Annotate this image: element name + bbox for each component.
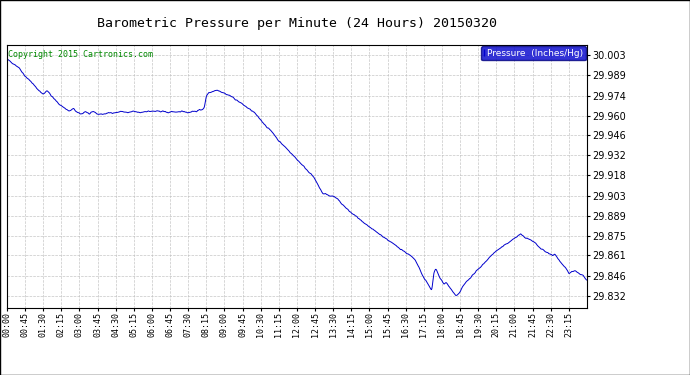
Text: Copyright 2015 Cartronics.com: Copyright 2015 Cartronics.com	[8, 50, 153, 59]
Legend: Pressure  (Inches/Hg): Pressure (Inches/Hg)	[482, 46, 586, 60]
Text: Barometric Pressure per Minute (24 Hours) 20150320: Barometric Pressure per Minute (24 Hours…	[97, 17, 497, 30]
